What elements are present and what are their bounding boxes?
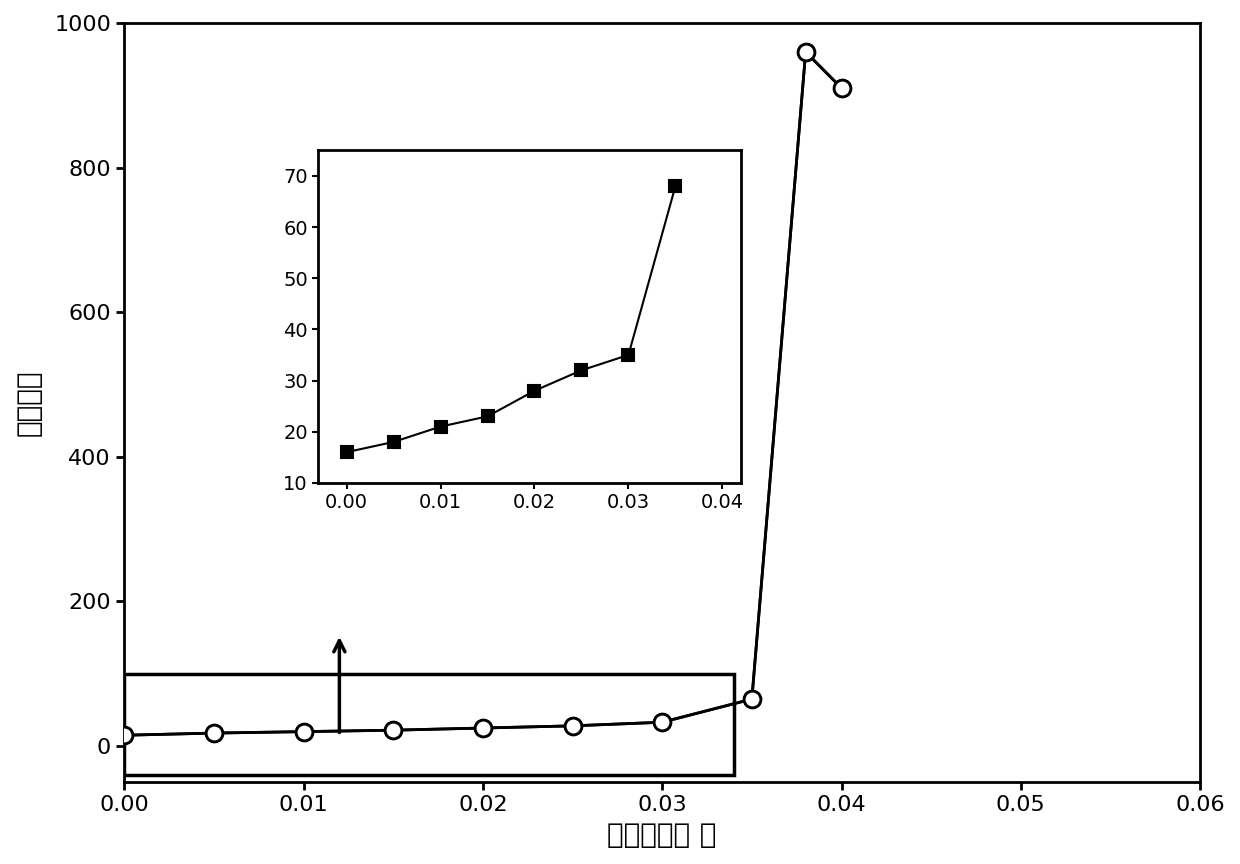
Bar — [124, 674, 734, 775]
Y-axis label: 介电常数: 介电常数 — [15, 370, 43, 435]
X-axis label: 炭黑体积分 数: 炭黑体积分 数 — [608, 821, 717, 849]
